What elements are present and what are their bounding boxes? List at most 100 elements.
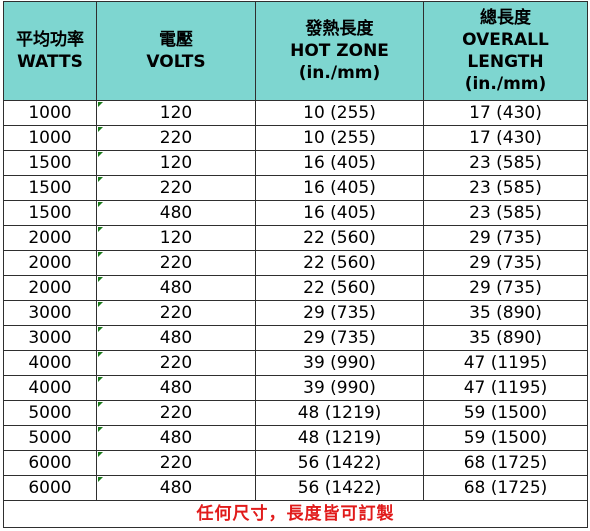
watts-header: 平均功率 WATTS [3,1,97,101]
table-row: 1000 120 10 (255) 17 (430) [3,100,588,126]
watts-cell: 6000 [3,450,97,476]
table-row: 6000 220 56 (1422) 68 (1725) [3,450,588,476]
table-row: 5000 220 48 (1219) 59 (1500) [3,400,588,426]
watts-cell: 1500 [3,150,97,176]
header-row: 平均功率 WATTS 電壓 VOLTS 發熱長度 HOT ZONE (in./m… [3,1,588,101]
overall-length-header-unit: (in./mm) [464,74,547,94]
table-row: 3000 480 29 (735) 35 (890) [3,325,588,351]
overall-length-cell: 23 (585) [423,200,588,226]
volts-header: 電壓 VOLTS [96,1,256,101]
spec-table-body: 1000 120 10 (255) 17 (430) 1000 220 10 (255) 17… [3,100,588,501]
hot-zone-cell: 48 (1219) [255,425,424,451]
hot-zone-cell: 16 (405) [255,200,424,226]
table-row: 5000 480 48 (1219) 59 (1500) [3,425,588,451]
hot-zone-header: 發熱長度 HOT ZONE (in./mm) [255,1,424,101]
watts-cell: 1000 [3,125,97,151]
watts-cell: 2000 [3,225,97,251]
overall-length-header: 總長度 OVERALL LENGTH (in./mm) [423,1,588,101]
watts-cell: 4000 [3,375,97,401]
hot-zone-cell: 39 (990) [255,350,424,376]
hot-zone-header-zh: 發熱長度 [305,19,374,39]
watts-cell: 4000 [3,350,97,376]
hot-zone-cell: 16 (405) [255,175,424,201]
overall-length-cell: 35 (890) [423,300,588,326]
table-row: 2000 220 22 (560) 29 (735) [3,250,588,276]
custom-size-note: 任何尺寸，長度皆可訂製 [3,500,588,528]
volts-cell: 480 [96,375,256,401]
volts-cell: 480 [96,425,256,451]
volts-cell: 220 [96,300,256,326]
watts-cell: 2000 [3,250,97,276]
volts-cell: 220 [96,250,256,276]
table-row: 3000 220 29 (735) 35 (890) [3,300,588,326]
volts-cell: 480 [96,475,256,501]
overall-length-header-en-2: LENGTH [467,52,544,72]
heater-spec-table: 平均功率 WATTS 電壓 VOLTS 發熱長度 HOT ZONE (in./m… [3,1,588,528]
overall-length-cell: 68 (1725) [423,475,588,501]
watts-cell: 5000 [3,425,97,451]
overall-length-cell: 23 (585) [423,175,588,201]
overall-length-cell: 29 (735) [423,250,588,276]
table-row: 1500 120 16 (405) 23 (585) [3,150,588,176]
volts-cell: 120 [96,150,256,176]
hot-zone-cell: 39 (990) [255,375,424,401]
overall-length-cell: 17 (430) [423,125,588,151]
volts-cell: 220 [96,350,256,376]
watts-cell: 6000 [3,475,97,501]
table-row: 1000 220 10 (255) 17 (430) [3,125,588,151]
table-row: 2000 480 22 (560) 29 (735) [3,275,588,301]
hot-zone-header-en: HOT ZONE [290,41,389,61]
watts-cell: 2000 [3,275,97,301]
volts-header-en: VOLTS [146,52,206,72]
table-row: 4000 480 39 (990) 47 (1195) [3,375,588,401]
hot-zone-cell: 22 (560) [255,250,424,276]
overall-length-cell: 29 (735) [423,225,588,251]
table-row: 6000 480 56 (1422) 68 (1725) [3,475,588,501]
hot-zone-cell: 56 (1422) [255,450,424,476]
table-row: 1500 480 16 (405) 23 (585) [3,200,588,226]
footer-row: 任何尺寸，長度皆可訂製 [3,500,588,528]
overall-length-header-en-1: OVERALL [462,30,549,50]
table-row: 1500 220 16 (405) 23 (585) [3,175,588,201]
overall-length-cell: 23 (585) [423,150,588,176]
overall-length-cell: 59 (1500) [423,425,588,451]
volts-cell: 480 [96,325,256,351]
hot-zone-cell: 16 (405) [255,150,424,176]
hot-zone-cell: 22 (560) [255,225,424,251]
hot-zone-cell: 48 (1219) [255,400,424,426]
hot-zone-header-unit: (in./mm) [298,63,381,83]
watts-cell: 3000 [3,300,97,326]
volts-header-zh: 電壓 [159,30,193,50]
volts-cell: 220 [96,175,256,201]
overall-length-cell: 47 (1195) [423,350,588,376]
hot-zone-cell: 29 (735) [255,300,424,326]
hot-zone-cell: 56 (1422) [255,475,424,501]
hot-zone-cell: 10 (255) [255,125,424,151]
volts-cell: 220 [96,400,256,426]
watts-cell: 1000 [3,100,97,126]
volts-cell: 120 [96,100,256,126]
watts-header-en: WATTS [17,52,83,72]
overall-length-cell: 29 (735) [423,275,588,301]
table-row: 2000 120 22 (560) 29 (735) [3,225,588,251]
watts-cell: 1500 [3,175,97,201]
watts-header-zh: 平均功率 [16,30,84,50]
volts-cell: 120 [96,225,256,251]
volts-cell: 480 [96,275,256,301]
overall-length-cell: 68 (1725) [423,450,588,476]
watts-cell: 3000 [3,325,97,351]
watts-cell: 1500 [3,200,97,226]
overall-length-cell: 35 (890) [423,325,588,351]
volts-cell: 220 [96,450,256,476]
hot-zone-cell: 29 (735) [255,325,424,351]
overall-length-cell: 59 (1500) [423,400,588,426]
volts-cell: 480 [96,200,256,226]
hot-zone-cell: 22 (560) [255,275,424,301]
watts-cell: 5000 [3,400,97,426]
overall-length-cell: 17 (430) [423,100,588,126]
overall-length-header-zh: 總長度 [480,8,531,28]
hot-zone-cell: 10 (255) [255,100,424,126]
table-row: 4000 220 39 (990) 47 (1195) [3,350,588,376]
overall-length-cell: 47 (1195) [423,375,588,401]
